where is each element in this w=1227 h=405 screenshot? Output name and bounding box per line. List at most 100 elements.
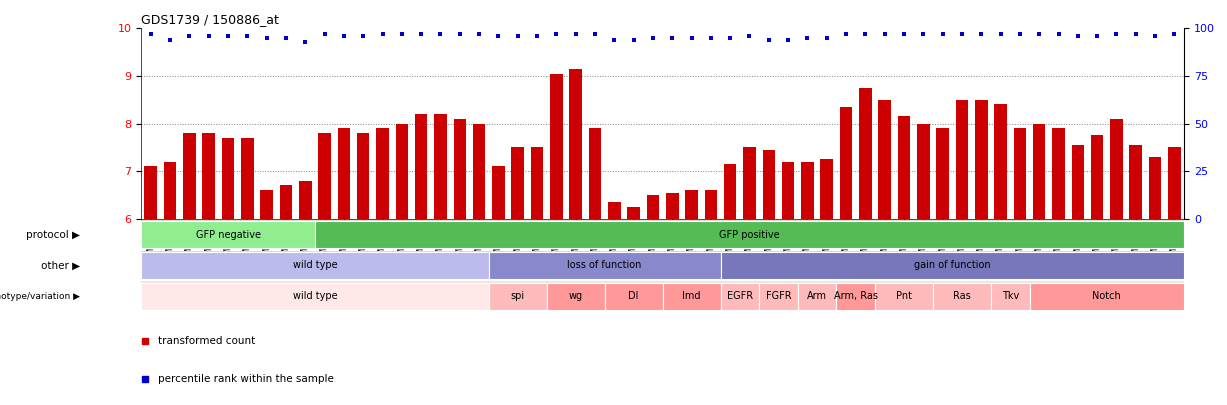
Point [161,36,180,43]
Bar [357,133,369,219]
Point [469,31,488,37]
Text: FGFR: FGFR [766,291,791,301]
Point [682,34,702,41]
Point [411,31,431,37]
Bar [377,128,389,219]
Bar [454,119,466,219]
Text: Arm, Ras: Arm, Ras [833,291,877,301]
Text: gain of function: gain of function [914,260,990,271]
Text: wild type: wild type [292,291,337,301]
Bar [337,128,350,219]
Bar [1029,283,1184,309]
Point [373,31,393,37]
Text: percentile rank within the sample: percentile rank within the sample [158,375,334,384]
Point [837,31,856,37]
Bar [547,283,605,309]
Bar [395,124,409,219]
Point [566,31,585,37]
Bar [859,88,871,219]
Bar [837,283,875,309]
Text: loss of function: loss of function [567,260,642,271]
Bar [415,114,427,219]
Text: wild type: wild type [292,260,337,271]
Point [353,33,373,39]
Bar [609,202,621,219]
Bar [782,162,794,219]
Text: Dl: Dl [628,291,639,301]
Point [1126,31,1146,37]
Point [199,33,218,39]
Bar [163,162,177,219]
Bar [260,190,272,219]
Point [1067,33,1087,39]
Bar [994,104,1007,219]
Point [875,31,894,37]
Bar [898,116,910,219]
Bar [956,100,968,219]
Point [585,31,605,37]
Bar [917,124,930,219]
Bar [589,128,601,219]
Point [1164,31,1184,37]
Bar [663,283,720,309]
Point [798,34,817,41]
Point [1029,31,1049,37]
Bar [434,114,447,219]
Bar [315,222,1184,248]
Bar [512,147,524,219]
Text: genotype/variation ▶: genotype/variation ▶ [0,292,80,301]
Bar [720,252,1184,279]
Bar [1033,124,1045,219]
Bar [627,207,640,219]
Point [315,31,335,37]
Bar [760,283,798,309]
Text: Pnt: Pnt [896,291,912,301]
Point [1107,31,1126,37]
Point [855,31,875,37]
Point [663,34,682,41]
Point [218,33,238,39]
Bar [472,124,486,219]
Point [952,31,972,37]
Point [276,34,296,41]
Bar [222,138,234,219]
Bar [1110,119,1123,219]
Point [913,31,934,37]
Point [488,33,508,39]
Bar [531,147,544,219]
Text: wg: wg [568,291,583,301]
Bar [720,283,760,309]
Point [972,31,991,37]
Text: other ▶: other ▶ [40,260,80,271]
Text: EGFR: EGFR [726,291,753,301]
Point [450,31,470,37]
Point [1145,33,1164,39]
Bar [492,166,504,219]
Point [933,31,952,37]
Bar [801,162,814,219]
Bar [318,133,331,219]
Bar [839,107,853,219]
Text: transformed count: transformed count [158,336,255,346]
Point [605,36,625,43]
Text: GFP negative: GFP negative [195,230,260,240]
Bar [1091,135,1103,219]
Bar [605,283,663,309]
Bar [724,164,736,219]
Bar [685,190,698,219]
Point [643,34,663,41]
Point [1010,31,1029,37]
Point [393,31,412,37]
Text: Imd: Imd [682,291,701,301]
Bar [183,133,195,219]
Bar [975,100,988,219]
Text: Arm: Arm [807,291,827,301]
Text: GDS1739 / 150886_at: GDS1739 / 150886_at [141,13,279,26]
Bar [202,133,215,219]
Text: GFP positive: GFP positive [719,230,780,240]
Point [334,33,353,39]
Bar [141,222,315,248]
Point [296,38,315,45]
Point [778,36,798,43]
Bar [875,283,933,309]
